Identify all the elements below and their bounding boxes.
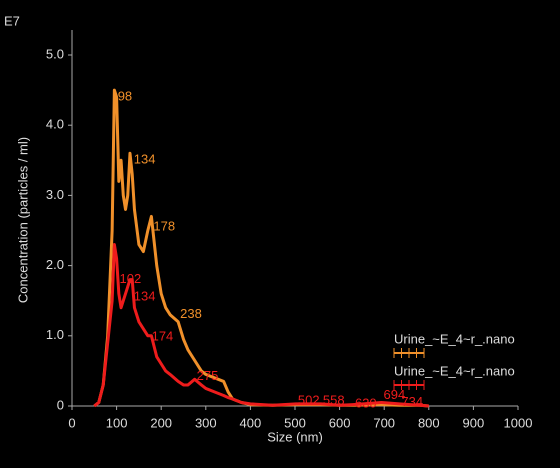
x-tick-label: 400 xyxy=(240,415,262,430)
peak-label: 502 xyxy=(298,393,320,408)
x-tick-label: 1000 xyxy=(504,415,533,430)
y-tick-label: 3.0 xyxy=(46,187,64,202)
series-line xyxy=(93,243,429,408)
x-tick-label: 500 xyxy=(284,415,306,430)
peak-label: 174 xyxy=(152,329,174,344)
x-tick-label: 0 xyxy=(68,415,75,430)
peak-label: 275 xyxy=(197,368,219,383)
series-line xyxy=(93,88,429,408)
x-tick-label: 100 xyxy=(106,415,128,430)
y-multiplier: E7 xyxy=(4,13,20,28)
peak-label: 630 xyxy=(355,395,377,410)
y-tick-label: 1.0 xyxy=(46,327,64,342)
y-tick-label: 2.0 xyxy=(46,257,64,272)
peak-label: 558 xyxy=(323,393,345,408)
x-tick-label: 900 xyxy=(463,415,485,430)
peak-label: 694 xyxy=(384,387,406,402)
peak-label: 238 xyxy=(180,306,202,321)
x-axis-label: Size (nm) xyxy=(267,429,323,444)
peak-label: 134 xyxy=(134,152,156,167)
x-tick-label: 800 xyxy=(418,415,440,430)
peak-label: 734 xyxy=(401,394,423,409)
legend-label: Urine_~E_4~r_.nano xyxy=(394,331,515,346)
peak-label: 102 xyxy=(119,271,141,286)
x-tick-label: 300 xyxy=(195,415,217,430)
peak-label: 134 xyxy=(134,289,156,304)
y-tick-label: 4.0 xyxy=(46,117,64,132)
peak-label: 98 xyxy=(118,89,132,104)
y-tick-label: 5.0 xyxy=(46,46,64,61)
legend-label: Urine_~E_4~r_.nano xyxy=(394,363,515,378)
x-tick-label: 200 xyxy=(150,415,172,430)
x-tick-label: 700 xyxy=(373,415,395,430)
y-axis-label: Concentration (particles / ml) xyxy=(15,137,30,303)
peak-label: 178 xyxy=(153,218,175,233)
y-tick-label: 0 xyxy=(57,397,64,412)
x-tick-label: 600 xyxy=(329,415,351,430)
